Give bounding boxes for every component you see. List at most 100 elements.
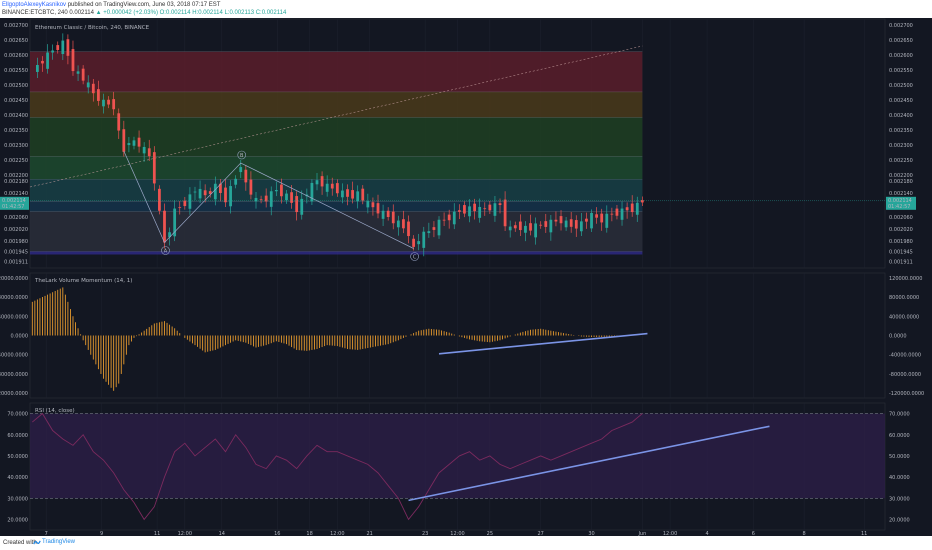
price-tick-right-17: 0.001945: [889, 250, 913, 256]
candle-body-42: [244, 169, 248, 183]
candle-body-78: [427, 231, 431, 234]
tradingview-logo-icon: [33, 540, 41, 545]
candle-body-37: [219, 183, 222, 193]
x-tick-5: 16: [274, 531, 280, 536]
price-tick-left-16: 0.001980: [4, 239, 28, 245]
last-price-value-left: 0.002114: [2, 198, 26, 204]
candle-body-23: [147, 148, 151, 157]
fib-zone-1: [30, 91, 643, 118]
candle-body-98: [529, 223, 532, 231]
candle-body-103: [554, 219, 558, 222]
candle-body-68: [376, 203, 380, 214]
x-tick-15: 12:00: [663, 531, 677, 536]
fib-zone-6: [30, 211, 643, 252]
price-tick-left-7: 0.002350: [4, 128, 28, 134]
candle-body-38: [224, 187, 227, 203]
x-tick-9: 23: [422, 531, 428, 536]
candle-body-12: [91, 83, 95, 94]
candle-body-40: [234, 178, 238, 185]
brand-text[interactable]: TradingView: [42, 539, 76, 545]
publish-text: published on TradingView.com, June 03, 2…: [67, 2, 221, 8]
publish-header: EllgoptoAlexeyKasnikov published on Trad…: [0, 0, 932, 18]
candle-body-52: [295, 196, 299, 213]
candle-body-1: [36, 64, 39, 72]
candle-body-50: [285, 193, 288, 201]
price-tick-left-15: 0.002020: [4, 227, 28, 233]
candle-body-109: [585, 218, 588, 222]
candle-body-30: [183, 200, 187, 207]
candle-body-5: [56, 45, 60, 50]
price-panel-title: Ethereum Classic / Bitcoin, 240, BINANCE: [35, 25, 150, 31]
price-tick-right-9: 0.002250: [889, 158, 913, 164]
candle-body-26: [163, 210, 166, 243]
rsi-tick-right-5: 20.0000: [889, 517, 910, 523]
candle-body-66: [366, 200, 370, 208]
candle-body-79: [432, 227, 436, 230]
candle-body-34: [203, 190, 207, 196]
candle-body-89: [483, 208, 487, 210]
wave-label-circle-A: [161, 246, 170, 255]
candle-body-4: [51, 50, 55, 53]
candle-body-105: [564, 220, 568, 228]
candle-body-28: [173, 208, 177, 237]
candle-body-63: [351, 190, 354, 199]
candle-body-62: [346, 189, 349, 197]
rsi-tick-left-0: 70.0000: [7, 412, 28, 418]
candle-body-49: [280, 184, 283, 197]
candle-body-99: [534, 223, 537, 238]
price-tick-left-17: 0.001945: [4, 250, 28, 256]
rsi-tick-left-5: 20.0000: [7, 517, 28, 523]
price-tick-left-1: 0.002650: [4, 38, 28, 44]
momentum-tick-right-3: 0.0000: [889, 334, 907, 340]
candle-body-55: [310, 182, 314, 202]
candle-body-69: [381, 210, 385, 219]
created-with-text: Created with: [3, 540, 37, 546]
author-link[interactable]: EllgoptoAlexeyKasnikov: [2, 2, 67, 8]
price-tick-right-16: 0.001980: [889, 239, 913, 245]
candle-body-22: [142, 146, 146, 154]
x-tick-19: 11: [861, 531, 867, 536]
symbol-label: BINANCE:ETCBTC, 240: [2, 10, 68, 16]
candle-body-85: [463, 205, 466, 214]
momentum-tick-right-6: -120000.0000: [889, 391, 924, 397]
candle-body-104: [559, 216, 563, 224]
price-tick-left-11: 0.002180: [4, 179, 28, 185]
price-tick-left-0: 0.002700: [4, 23, 28, 29]
candle-body-10: [81, 68, 85, 81]
candle-body-14: [102, 99, 105, 107]
candle-body-59: [330, 183, 334, 189]
candle-body-6: [61, 40, 65, 55]
x-tick-14: Jun: [637, 531, 646, 536]
price-tick-left-9: 0.002250: [4, 158, 28, 164]
candle-body-102: [549, 219, 553, 233]
candle-body-101: [544, 221, 548, 227]
candle-body-33: [198, 188, 202, 199]
candle-body-107: [574, 220, 578, 229]
candle-body-86: [468, 206, 471, 217]
candle-body-115: [615, 208, 619, 216]
momentum-trendline: [438, 332, 648, 355]
last-price-time-left: 01:42:57: [2, 204, 24, 210]
candle-body-91: [493, 203, 497, 216]
candle-body-56: [315, 180, 319, 185]
candle-body-25: [158, 188, 161, 211]
candle-body-70: [386, 210, 390, 217]
candle-body-60: [335, 183, 339, 194]
momentum-tick-right-1: 80000.0000: [889, 295, 919, 301]
rsi-band-fill: [30, 413, 885, 499]
candle-body-111: [595, 214, 598, 218]
candle-body-48: [274, 190, 278, 192]
candle-body-7: [66, 39, 70, 56]
price-tick-left-3: 0.002550: [4, 68, 28, 74]
last-price: 0.002114: [69, 10, 94, 16]
candle-body-118: [630, 203, 634, 213]
wave-label-C: C: [413, 255, 417, 261]
candle-body-110: [590, 212, 593, 229]
x-tick-12: 27: [538, 531, 544, 536]
chart-canvas[interactable]: A B C Ethereum Classic / Bitcoin, 240, BINA…: [0, 18, 932, 536]
price-tick-right-3: 0.002550: [889, 68, 913, 74]
price-tick-right-5: 0.002450: [889, 98, 913, 104]
candle-body-44: [254, 197, 258, 202]
x-tick-6: 18: [306, 531, 312, 536]
candle-body-94: [508, 226, 512, 231]
